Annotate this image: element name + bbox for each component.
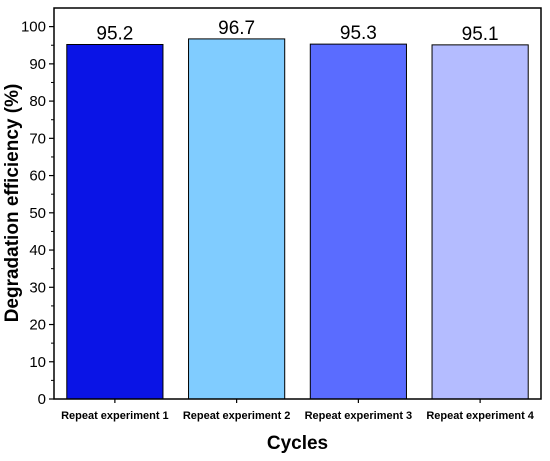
bars-group — [66, 38, 529, 400]
data-label-4: 95.1 — [462, 24, 499, 45]
data-label-1: 95.2 — [96, 23, 133, 44]
bar-3 — [309, 43, 407, 400]
y-tick-label-60: 60 — [29, 168, 46, 185]
data-label-2: 96.7 — [218, 18, 255, 39]
y-tick-label-0: 0 — [38, 391, 46, 408]
x-tick-label-1: Repeat experiment 1 — [61, 410, 169, 422]
bar-4 — [431, 44, 529, 400]
y-axis-title: Degradation efficiency (%) — [2, 84, 23, 323]
y-tick-label-50: 50 — [29, 205, 46, 222]
y-tick-label-20: 20 — [29, 317, 46, 334]
x-tick-label-4: Repeat experiment 4 — [426, 410, 534, 422]
y-tick-label-100: 100 — [21, 19, 46, 36]
x-tick-label-3: Repeat experiment 3 — [305, 410, 413, 422]
y-tick-label-40: 40 — [29, 242, 46, 259]
y-tick-label-80: 80 — [29, 93, 46, 110]
y-tick-label-90: 90 — [29, 56, 46, 73]
bar-2 — [188, 38, 286, 400]
x-axis-title: Cycles — [267, 433, 328, 454]
x-tick-label-2: Repeat experiment 2 — [183, 410, 291, 422]
data-labels-group: 95.2 96.7 95.3 95.1 — [96, 18, 498, 45]
y-tick-label-30: 30 — [29, 279, 46, 296]
y-tick-label-10: 10 — [29, 354, 46, 371]
bar-1 — [66, 43, 164, 400]
y-axis-ticks: 0 10 20 30 40 50 60 70 80 90 100 — [21, 19, 54, 408]
x-axis-ticks: Repeat experiment 1 Repeat experiment 2 Re… — [61, 399, 535, 422]
y-tick-label-70: 70 — [29, 130, 46, 147]
plot-frame — [53, 7, 542, 400]
data-label-3: 95.3 — [340, 23, 377, 44]
